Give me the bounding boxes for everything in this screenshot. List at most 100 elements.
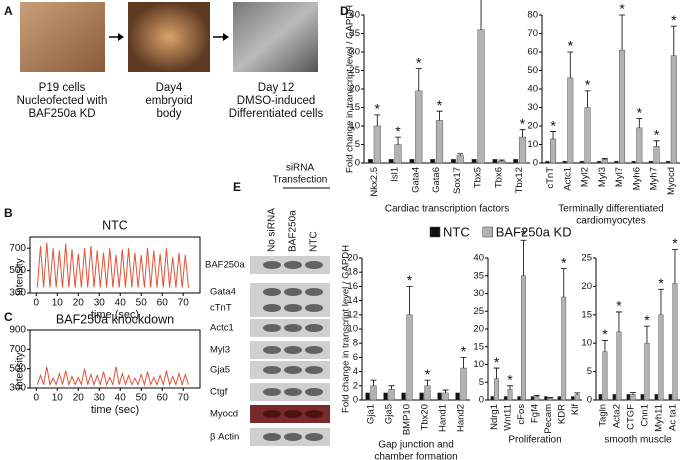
x-tick-label: Tbx5 [473,167,484,188]
bar [579,160,584,164]
bar [658,314,664,401]
bar [547,397,553,401]
error-bar [550,131,557,139]
x-tick-label: Acta2 [612,404,623,428]
bar [648,160,653,164]
bar [383,392,388,401]
x-tick-label: 60 [157,393,169,404]
y-axis-label: Fold change in transcript level / GAPDH [345,5,356,173]
y-tick-label: 20 [473,324,484,335]
error-bar [547,397,554,399]
error-bar [442,389,449,393]
error-bar [574,392,581,395]
significance: * [616,298,622,314]
band [263,324,281,332]
x-tick-label: Isl1 [390,167,401,182]
x-axis-label: Proliferation [508,435,561,446]
band [284,433,302,441]
band [284,366,302,374]
bar [507,389,513,401]
panel-label: C [4,310,13,324]
y-tick-label: 16 [347,281,358,292]
y-tick-label: 20 [581,281,592,292]
bar [561,296,567,401]
band [263,304,281,312]
bar [574,394,580,401]
significance: * [602,326,608,342]
significance: * [416,54,422,70]
bar [394,144,402,164]
x-tick-label: Ac ta1 [668,404,679,431]
band [263,410,281,418]
legend-label: BAF250a KD [496,224,572,239]
significance: * [494,354,500,370]
band [284,304,302,312]
error-bar [584,90,591,108]
legend-swatch [429,226,441,238]
y-tick-label: 12 [347,309,358,320]
x-tick-label: Tbx20 [420,404,431,430]
y-tick-label: 20 [349,84,360,95]
bar [492,159,498,164]
band [284,346,302,354]
caption: Nucleofected with [17,95,108,107]
x-tick-label: Actc1 [562,167,573,191]
x-tick-label: Cnn1 [640,404,651,427]
y-tick-label: 0 [587,395,592,406]
x-tick-label: Fgf4 [530,404,541,423]
x-tick-label: Myh6 [631,167,642,190]
bar [498,160,506,164]
bar [636,127,643,164]
x-tick-label: 70 [178,298,190,309]
bar [584,107,591,164]
x-tick-label: Hand1 [438,404,449,432]
band [284,388,302,396]
x-tick-label: BMP10 [402,404,413,435]
x-axis-label: Cardiac transcription factors [385,204,510,215]
x-tick-label: Wnt11 [503,404,514,431]
y-tick-label: 30 [473,288,484,299]
y-tick-label: 25 [349,65,360,76]
error-bar [457,153,464,156]
blot-row-label: cTnT [210,303,232,314]
x-tick-label: 20 [73,298,85,309]
y-tick-label: 35 [349,28,360,39]
bar [415,90,423,164]
x-tick-label: Ndrg1 [489,404,500,430]
y-tick-label: 0 [353,395,358,406]
band [284,324,302,332]
bar [442,392,449,401]
panel-label: D [340,4,349,18]
x-tick-label: 70 [178,393,190,404]
significance: * [521,226,527,242]
bar [521,275,526,401]
lane-label: No siRNA [267,208,278,252]
x-tick-label: 0 [34,393,40,404]
x-tick-label: Hand2 [456,404,467,432]
panel-label: A [4,4,13,18]
y-axis-label: Intensity [15,258,26,295]
significance: * [568,38,574,54]
error-bar [636,118,643,128]
lane-label: NTC [309,231,320,252]
x-tick-label: 10 [52,393,64,404]
x-tick-label: KDR [556,404,567,424]
arrow-head [223,33,229,41]
micrograph [20,2,105,72]
y-tick-label: 10 [581,338,592,349]
bar [430,159,436,164]
x-tick-label: 30 [94,393,106,404]
error-bar [370,379,377,386]
band [305,288,323,296]
error-bar [657,288,664,315]
x-tick-label: Tbx6 [493,167,504,188]
x-tick-label: Gja5 [384,404,395,424]
y-tick-label: 5 [587,366,592,377]
band [284,288,302,296]
error-bar [601,339,608,352]
bar [401,392,406,401]
y-tick-label: 60 [527,47,538,58]
band [305,261,323,269]
bar [513,159,519,164]
bar [406,314,413,401]
